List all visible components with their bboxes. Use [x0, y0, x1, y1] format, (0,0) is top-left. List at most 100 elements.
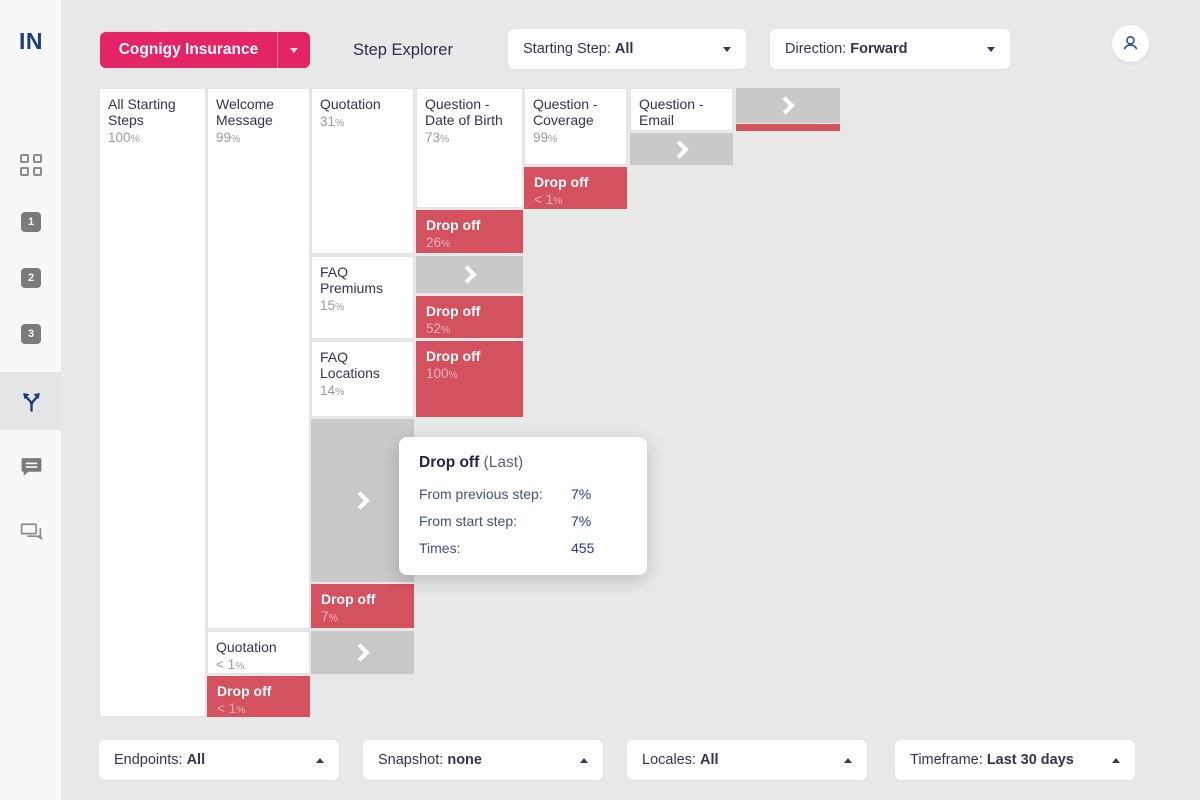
- dropoff-block-drop-off[interactable]: Drop off < 1%: [207, 676, 310, 717]
- dropoff-block-drop-off[interactable]: Drop off 26%: [416, 210, 523, 253]
- dropoff-tooltip: Drop off (Last) From previous step: 7% Fr…: [399, 437, 647, 575]
- starting-step-text: Starting Step: All: [523, 41, 634, 57]
- person-icon: [1123, 35, 1138, 50]
- sidebar-item-report-2[interactable]: 2: [0, 254, 62, 302]
- block-percentage: 31%: [320, 114, 345, 129]
- endpoints-dropdown[interactable]: Endpoints: All: [99, 740, 339, 780]
- block-percentage: 73%: [425, 130, 450, 145]
- block-label: Drop off: [426, 348, 481, 364]
- page-title: Step Explorer: [353, 41, 453, 59]
- chat-outline-icon: [20, 522, 43, 540]
- dropoff-block-drop-off[interactable]: Drop off 100%: [416, 341, 523, 417]
- chevron-right-icon: [669, 139, 689, 159]
- sidebar-item-overview[interactable]: [0, 141, 62, 189]
- block-percentage: < 1%: [216, 657, 245, 672]
- sidebar-item-step-explorer[interactable]: [0, 372, 62, 430]
- step-block-question-coverage[interactable]: Question - Coverage 99%: [524, 88, 627, 165]
- step-block-question-date-of-birth[interactable]: Question - Date of Birth 73%: [416, 88, 523, 208]
- block-percentage: 99%: [216, 130, 241, 145]
- chevron-up-icon: [316, 757, 324, 763]
- step-block-all-starting-steps[interactable]: All Starting Steps 100%: [99, 88, 206, 717]
- grid-icon: [20, 154, 42, 176]
- block-percentage: 99%: [533, 130, 558, 145]
- dropoff-block-drop-off[interactable]: Drop off 52%: [416, 296, 523, 338]
- block-label: FAQ Premiums: [320, 264, 384, 296]
- chevron-right-icon: [350, 643, 370, 662]
- chevron-right-icon: [350, 491, 370, 510]
- block-label: Question - Coverage: [533, 96, 598, 128]
- chevron-right-icon: [776, 96, 795, 115]
- number-1-icon: 1: [21, 212, 41, 232]
- block-label: Drop off: [534, 174, 589, 190]
- block-label: Question - Date of Birth: [425, 96, 503, 128]
- funnel: All Starting Steps 100% Welcome Message 99%…: [99, 88, 844, 717]
- next-steps-block[interactable]: [416, 256, 523, 293]
- chevron-up-icon: [580, 757, 588, 763]
- chevron-down-icon: [987, 46, 995, 52]
- tooltip-row: From previous step: 7%: [419, 486, 592, 502]
- dropoff-block-drop-off[interactable]: Drop off < 1%: [524, 167, 627, 209]
- dropoff-indicator-bar: [736, 124, 840, 131]
- block-label: Question - Email: [639, 96, 704, 128]
- starting-step-dropdown[interactable]: Starting Step: All: [508, 29, 746, 69]
- number-2-icon: 2: [21, 268, 41, 288]
- block-percentage: 52%: [426, 321, 451, 336]
- step-block-welcome-message[interactable]: Welcome Message 99%: [207, 88, 310, 629]
- block-percentage: 100%: [426, 366, 458, 381]
- flow-selector-label: Cognigy Insurance: [118, 41, 259, 58]
- chevron-up-icon: [1112, 757, 1120, 763]
- block-percentage: 26%: [426, 235, 451, 250]
- block-label: Quotation: [216, 639, 277, 655]
- block-label: Drop off: [217, 683, 272, 699]
- button-divider: [277, 32, 278, 68]
- sidebar-item-conversations[interactable]: [0, 506, 62, 554]
- endpoints-text: Endpoints: All: [114, 752, 206, 768]
- chevron-down-icon: [723, 46, 731, 52]
- step-block-faq-locations[interactable]: FAQ Locations 14%: [311, 341, 414, 417]
- flow-selector-button[interactable]: Cognigy Insurance: [100, 32, 310, 68]
- block-percentage: 15%: [320, 298, 345, 313]
- step-block-faq-premiums[interactable]: FAQ Premiums 15%: [311, 256, 414, 339]
- sidebar-item-report-1[interactable]: 1: [0, 198, 62, 246]
- branch-icon: [22, 392, 40, 412]
- block-label: Quotation: [320, 96, 381, 112]
- chat-filled-icon: [21, 457, 41, 476]
- snapshot-dropdown[interactable]: Snapshot: none: [363, 740, 603, 780]
- timeframe-dropdown[interactable]: Timeframe: Last 30 days: [895, 740, 1135, 780]
- sidebar: IN 1 2 3: [0, 0, 62, 800]
- locales-text: Locales: All: [642, 752, 719, 768]
- chevron-up-icon: [844, 757, 852, 763]
- step-block-quotation[interactable]: Quotation < 1%: [207, 631, 310, 674]
- direction-text: Direction: Forward: [785, 41, 908, 57]
- sidebar-item-report-3[interactable]: 3: [0, 310, 62, 358]
- locales-dropdown[interactable]: Locales: All: [627, 740, 867, 780]
- block-label: Drop off: [321, 591, 376, 607]
- block-percentage: 100%: [108, 130, 140, 145]
- block-percentage: 14%: [320, 383, 345, 398]
- number-3-icon: 3: [21, 324, 41, 344]
- next-steps-block[interactable]: [630, 133, 733, 165]
- next-steps-block[interactable]: [311, 419, 414, 582]
- tooltip-row: Times: 455: [419, 540, 595, 556]
- dropoff-block-drop-off[interactable]: Drop off 7%: [311, 584, 414, 628]
- next-steps-block[interactable]: [311, 631, 414, 674]
- direction-dropdown[interactable]: Direction: Forward: [770, 29, 1010, 69]
- block-percentage: < 1%: [217, 701, 246, 716]
- timeframe-text: Timeframe: Last 30 days: [910, 752, 1074, 768]
- block-percentage: 7%: [321, 609, 338, 624]
- app-logo: IN: [19, 28, 43, 54]
- block-label: All Starting Steps: [108, 96, 176, 128]
- chevron-down-icon: [290, 47, 298, 53]
- step-block-quotation[interactable]: Quotation 31%: [311, 88, 414, 254]
- user-avatar-button[interactable]: [1112, 25, 1149, 62]
- step-block-question-email[interactable]: Question - Email: [630, 88, 733, 131]
- flow-selector-caret[interactable]: [278, 47, 310, 53]
- block-label: FAQ Locations: [320, 349, 380, 381]
- next-steps-block[interactable]: [736, 88, 840, 123]
- block-percentage: < 1%: [534, 192, 563, 207]
- sidebar-item-messages[interactable]: [0, 442, 62, 490]
- snapshot-text: Snapshot: none: [378, 752, 482, 768]
- block-label: Drop off: [426, 217, 481, 233]
- block-label: Drop off: [426, 303, 481, 319]
- block-label: Welcome Message: [216, 96, 275, 128]
